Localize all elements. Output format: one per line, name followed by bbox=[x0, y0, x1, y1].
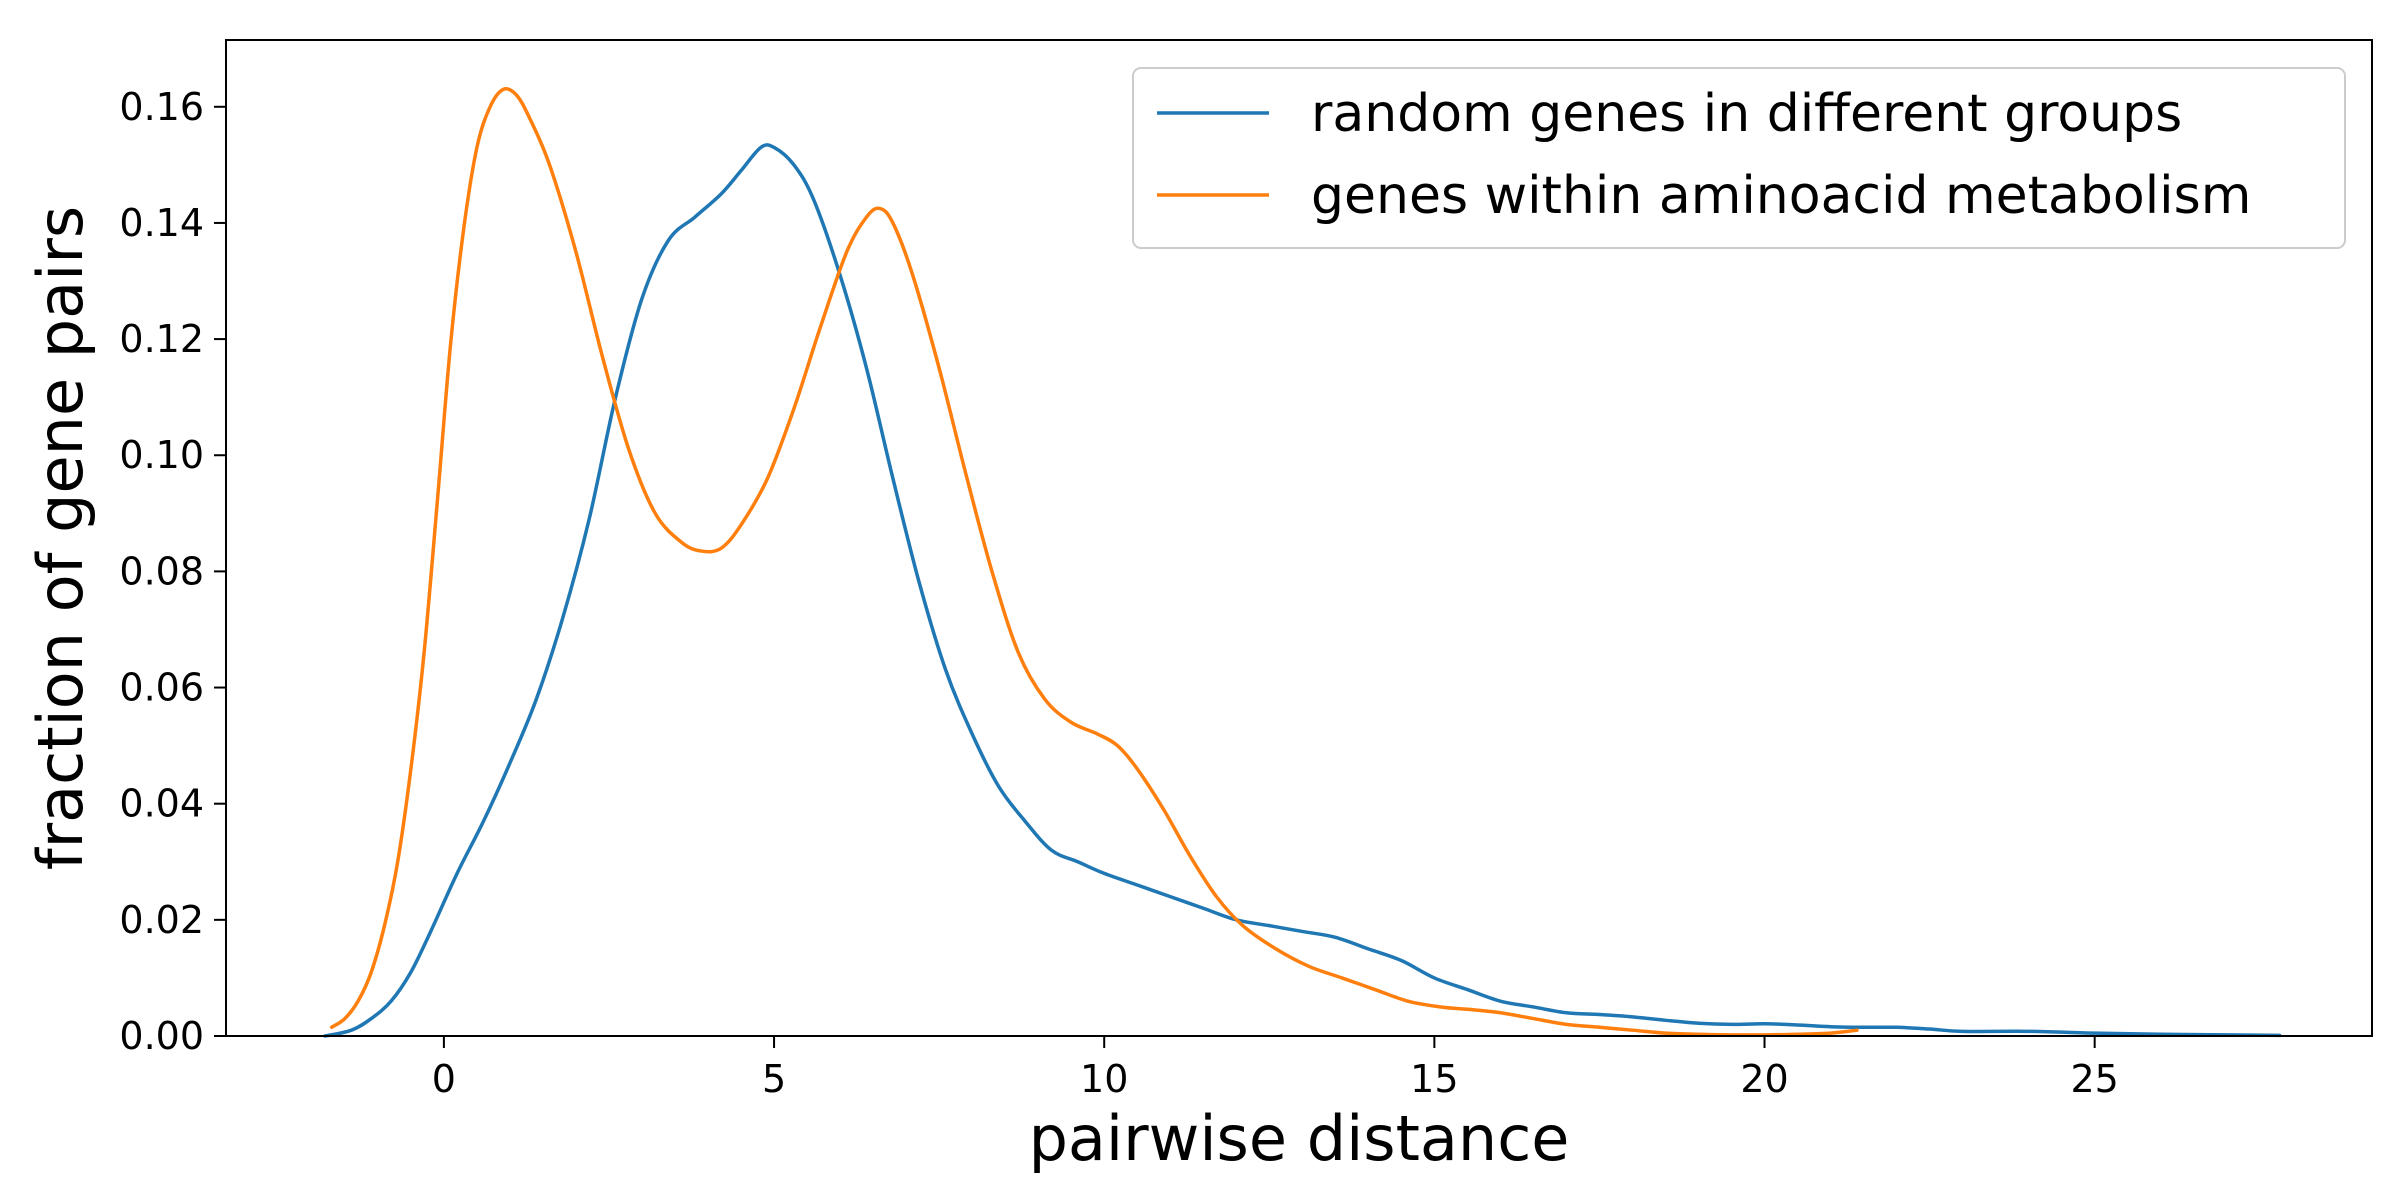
x-axis-ticks: 0 5 10 15 20 25 bbox=[432, 1036, 2119, 1101]
y-tick-label: 0.10 bbox=[119, 433, 204, 477]
x-tick-label: 0 bbox=[432, 1057, 456, 1101]
y-tick-label: 0.00 bbox=[119, 1014, 204, 1058]
legend-label-random-genes: random genes in different groups bbox=[1311, 84, 2182, 144]
legend: random genes in different groups genes w… bbox=[1132, 67, 2346, 249]
y-tick-label: 0.12 bbox=[119, 317, 204, 361]
series-line-aminoacid-genes bbox=[329, 87, 1859, 1037]
x-tick-label: 15 bbox=[1410, 1057, 1458, 1101]
x-tick-label: 20 bbox=[1740, 1057, 1788, 1101]
y-axis-title: fraction of gene pairs bbox=[24, 206, 97, 870]
y-tick-label: 0.14 bbox=[119, 201, 204, 245]
y-tick-label: 0.06 bbox=[119, 666, 204, 710]
legend-box bbox=[1132, 67, 2346, 249]
y-tick-label: 0.16 bbox=[119, 85, 204, 129]
y-axis-ticks: 0.00 0.02 0.04 0.06 0.08 0.10 0.12 0.14 0.16 bbox=[119, 85, 226, 1058]
x-axis-title: pairwise distance bbox=[1029, 1102, 1570, 1175]
plot-area-frame bbox=[225, 39, 2373, 1037]
series-layer bbox=[323, 87, 2282, 1038]
y-tick-label: 0.08 bbox=[119, 549, 204, 593]
legend-label-aminoacid-genes: genes within aminoacid metabolism bbox=[1311, 166, 2251, 226]
series-line-random-genes bbox=[323, 143, 2282, 1038]
x-tick-label: 10 bbox=[1080, 1057, 1128, 1101]
y-tick-label: 0.02 bbox=[119, 898, 204, 942]
y-tick-label: 0.04 bbox=[119, 782, 204, 826]
x-tick-label: 5 bbox=[762, 1057, 786, 1101]
x-tick-label: 25 bbox=[2070, 1057, 2118, 1101]
